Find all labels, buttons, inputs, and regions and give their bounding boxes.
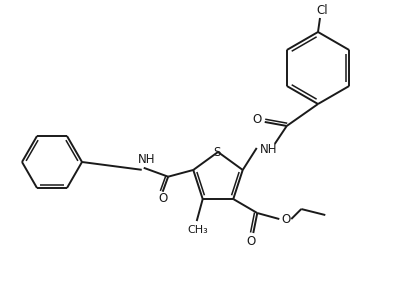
Text: O: O xyxy=(251,114,261,126)
Text: NH: NH xyxy=(259,143,277,156)
Text: O: O xyxy=(158,192,167,205)
Text: O: O xyxy=(246,235,255,248)
Text: O: O xyxy=(281,212,290,225)
Text: Cl: Cl xyxy=(316,3,327,16)
Text: S: S xyxy=(213,145,220,158)
Text: NH: NH xyxy=(138,153,155,166)
Text: CH₃: CH₃ xyxy=(187,225,208,235)
